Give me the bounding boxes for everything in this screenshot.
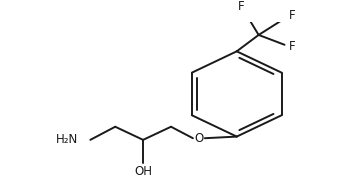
Text: F: F bbox=[289, 9, 296, 22]
Text: O: O bbox=[194, 132, 203, 145]
Text: F: F bbox=[237, 0, 244, 13]
Text: H₂N: H₂N bbox=[56, 133, 78, 146]
Text: F: F bbox=[289, 40, 296, 53]
Text: OH: OH bbox=[134, 164, 152, 177]
